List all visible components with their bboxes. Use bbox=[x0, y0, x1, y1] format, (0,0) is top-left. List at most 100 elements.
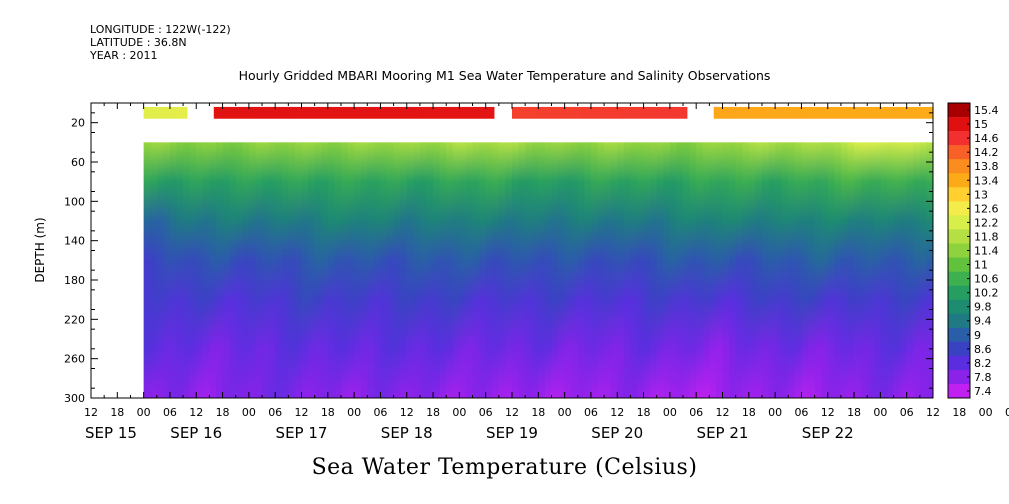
y-tick-label: 180 bbox=[64, 274, 85, 287]
heatmap-cell bbox=[367, 142, 375, 398]
colorbar-label: 15.4 bbox=[974, 104, 999, 117]
colorbar-swatch bbox=[948, 383, 970, 399]
heatmap-cell bbox=[163, 142, 171, 398]
heatmap-cell bbox=[643, 142, 651, 398]
heatmap-cell bbox=[669, 142, 678, 398]
colorbar-label: 11.4 bbox=[974, 245, 999, 258]
colorbar-swatch bbox=[948, 313, 970, 329]
colorbar-swatch bbox=[948, 327, 970, 343]
x-hour-label: 06 bbox=[584, 406, 598, 419]
colorbar-label: 9 bbox=[974, 329, 981, 342]
colorbar-swatch bbox=[948, 131, 970, 146]
heatmap-cell bbox=[275, 142, 283, 398]
heatmap-cell bbox=[340, 142, 349, 398]
heatmap-cell bbox=[623, 142, 632, 398]
heatmap-cell bbox=[781, 142, 789, 398]
heatmap-cell bbox=[900, 142, 908, 398]
heatmap-cell bbox=[761, 142, 770, 398]
heatmap-cell bbox=[544, 142, 553, 398]
heatmap-cell bbox=[808, 142, 816, 398]
colorbar-swatch bbox=[948, 103, 970, 118]
y-axis-label: DEPTH (m) bbox=[33, 217, 47, 282]
heatmap-cell bbox=[433, 142, 441, 398]
x-hour-label: 18 bbox=[110, 406, 124, 419]
heatmap-cell bbox=[505, 142, 513, 398]
x-hour-label: 12 bbox=[926, 406, 940, 419]
colorbar-label: 8.6 bbox=[974, 343, 992, 356]
colorbar-swatch bbox=[948, 173, 970, 188]
heatmap-cell bbox=[906, 142, 914, 398]
x-hour-label: 18 bbox=[952, 406, 966, 419]
colorbar-swatch bbox=[948, 187, 970, 202]
heatmap-cell bbox=[235, 142, 243, 398]
colorbar-label: 10.2 bbox=[974, 287, 999, 300]
x-hour-label: 12 bbox=[716, 406, 730, 419]
heatmap-cell bbox=[183, 142, 191, 398]
x-date-label: SEP 21 bbox=[697, 424, 749, 442]
heatmap-cell bbox=[538, 142, 546, 398]
heatmap-cell bbox=[327, 142, 335, 398]
colorbar-label: 7.4 bbox=[974, 385, 992, 398]
x-date-label: SEP 22 bbox=[802, 424, 854, 442]
heatmap-cell bbox=[584, 142, 592, 398]
heatmap-cell bbox=[729, 142, 737, 398]
x-hour-label: 00 bbox=[768, 406, 782, 419]
colorbar-label: 7.8 bbox=[974, 371, 992, 384]
heatmap-cell bbox=[426, 142, 434, 398]
heatmap-cell bbox=[636, 142, 645, 398]
x-hour-label: 06 bbox=[1005, 406, 1009, 419]
heatmap-cell bbox=[314, 142, 322, 398]
heatmap-cell bbox=[531, 142, 539, 398]
heatmap-cell bbox=[564, 142, 572, 398]
heatmap-cell bbox=[610, 142, 618, 398]
colorbar-swatch bbox=[948, 257, 970, 272]
colorbar-label: 11 bbox=[974, 259, 988, 272]
colorbar-swatch bbox=[948, 341, 970, 357]
x-hour-label: 18 bbox=[742, 406, 756, 419]
colorbar-swatch bbox=[948, 271, 970, 286]
heatmap-cell bbox=[650, 142, 658, 398]
heatmap-cell bbox=[419, 142, 428, 398]
heatmap-cell bbox=[742, 142, 750, 398]
variable-title: Sea Water Temperature (Celsius) bbox=[311, 455, 698, 480]
x-hour-label: 06 bbox=[163, 406, 177, 419]
latitude-label: LATITUDE : 36.8N bbox=[90, 36, 187, 49]
heatmap-cell bbox=[590, 142, 599, 398]
x-date-label: SEP 16 bbox=[170, 424, 222, 442]
y-tick-label: 220 bbox=[64, 313, 85, 326]
heatmap-cell bbox=[854, 142, 862, 398]
x-hour-label: 00 bbox=[873, 406, 887, 419]
heatmap-cell bbox=[400, 142, 408, 398]
heatmap-cell bbox=[880, 142, 888, 398]
heatmap-cell bbox=[387, 142, 395, 398]
x-date-label: SEP 17 bbox=[276, 424, 328, 442]
heatmap-cell bbox=[722, 142, 730, 398]
colorbar-swatch bbox=[948, 355, 970, 371]
heatmap-cell bbox=[913, 142, 921, 398]
heatmap-cell bbox=[393, 142, 401, 398]
colorbar-swatch bbox=[948, 229, 970, 244]
heatmap-cell bbox=[696, 142, 704, 398]
heatmap-cell bbox=[551, 142, 559, 398]
heatmap-cell bbox=[597, 142, 605, 398]
x-hour-label: 06 bbox=[689, 406, 703, 419]
x-hour-label: 12 bbox=[189, 406, 203, 419]
heatmap-cell bbox=[156, 142, 164, 398]
heatmap-cell bbox=[893, 142, 901, 398]
heatmap-cell bbox=[301, 142, 309, 398]
heatmap-cell bbox=[748, 142, 756, 398]
colorbar-swatch bbox=[948, 145, 970, 160]
surface-band-segment bbox=[143, 106, 188, 119]
x-date-label: SEP 18 bbox=[381, 424, 433, 442]
heatmap-cell bbox=[630, 142, 638, 398]
x-hour-label: 12 bbox=[295, 406, 309, 419]
heatmap-cell bbox=[189, 142, 197, 398]
colorbar-label: 14.2 bbox=[974, 146, 999, 159]
heatmap-cell bbox=[775, 142, 783, 398]
colorbar-swatch bbox=[948, 201, 970, 216]
y-tick-label: 60 bbox=[71, 156, 85, 169]
heatmap-cell bbox=[689, 142, 697, 398]
colorbar-label: 15 bbox=[974, 118, 988, 131]
